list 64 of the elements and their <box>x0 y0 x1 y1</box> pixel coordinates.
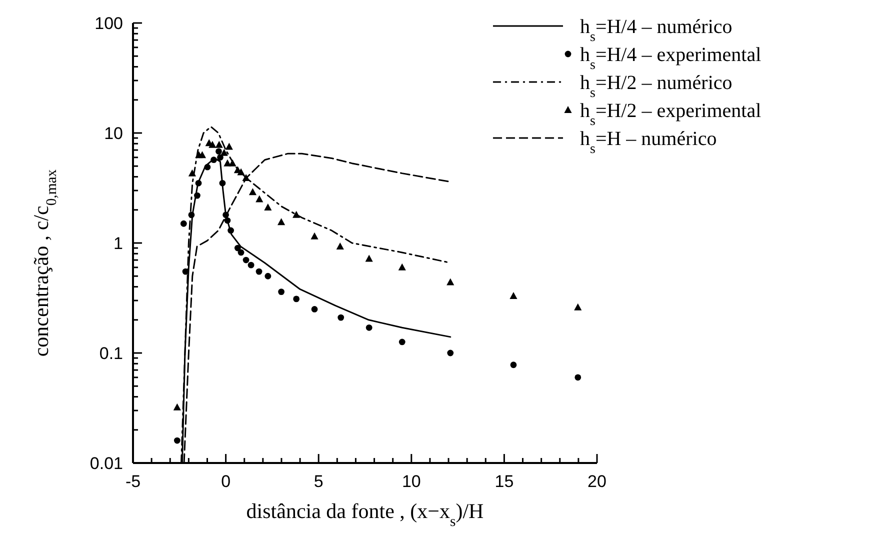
x-tick-label: 15 <box>494 472 514 491</box>
point <box>510 362 517 368</box>
point <box>216 148 222 155</box>
point <box>292 210 300 218</box>
point <box>293 296 300 302</box>
x-tick-label: 20 <box>588 472 606 491</box>
point <box>264 272 272 280</box>
point <box>224 217 231 224</box>
point <box>398 338 406 346</box>
point <box>338 314 344 321</box>
point <box>173 403 181 410</box>
point <box>365 254 373 262</box>
point <box>210 156 217 164</box>
point <box>204 164 211 170</box>
point <box>198 151 206 158</box>
legend-label: h$_{s}$=H/2 – numérico <box>580 72 732 100</box>
point <box>228 227 234 234</box>
point <box>208 140 216 148</box>
y-tick-label: 0.01 <box>90 454 123 473</box>
x-tick-label: 10 <box>402 472 421 491</box>
point <box>180 220 187 227</box>
point <box>217 154 224 161</box>
point <box>248 188 257 196</box>
point <box>277 218 286 226</box>
point <box>446 278 454 286</box>
x-tick-label: 0 <box>221 472 231 491</box>
y-tick-label: 10 <box>104 124 123 143</box>
point <box>228 159 236 166</box>
point <box>248 262 254 268</box>
x-axis-title: distância da fonte , (x−x$_{s}$)/H <box>246 499 484 530</box>
point <box>215 140 223 148</box>
point <box>398 263 406 270</box>
point <box>242 256 250 264</box>
point <box>220 148 228 156</box>
point <box>310 232 318 240</box>
point <box>510 292 518 299</box>
legend-label: h$_{s}$=H/4 – experimental <box>580 44 762 72</box>
point <box>188 169 196 176</box>
point <box>174 437 180 444</box>
y-tick-label: 100 <box>94 14 123 33</box>
point <box>574 374 582 381</box>
x-tick-label: 5 <box>314 472 324 491</box>
point <box>237 168 245 176</box>
y-tick-label: 1 <box>114 234 123 253</box>
point <box>194 192 200 199</box>
point <box>238 249 244 256</box>
point <box>278 288 284 296</box>
x-tick-label: -5 <box>125 472 141 491</box>
point <box>447 350 454 356</box>
point <box>336 242 344 250</box>
legend-label: h$_{s}$=H – numérico <box>580 128 717 156</box>
point <box>219 180 226 186</box>
point <box>574 303 582 310</box>
y-tick-label: 0.1 <box>99 344 123 363</box>
point <box>256 195 264 202</box>
point <box>256 268 262 275</box>
legend-label: h$_{s}$=H/4 – numérico <box>580 16 732 44</box>
legend-label: h$_{s}$=H/2 – experimental <box>580 100 762 128</box>
point <box>195 180 202 186</box>
point <box>264 204 272 211</box>
point <box>366 324 372 331</box>
point <box>225 142 233 150</box>
point <box>234 244 241 252</box>
point <box>311 306 318 312</box>
